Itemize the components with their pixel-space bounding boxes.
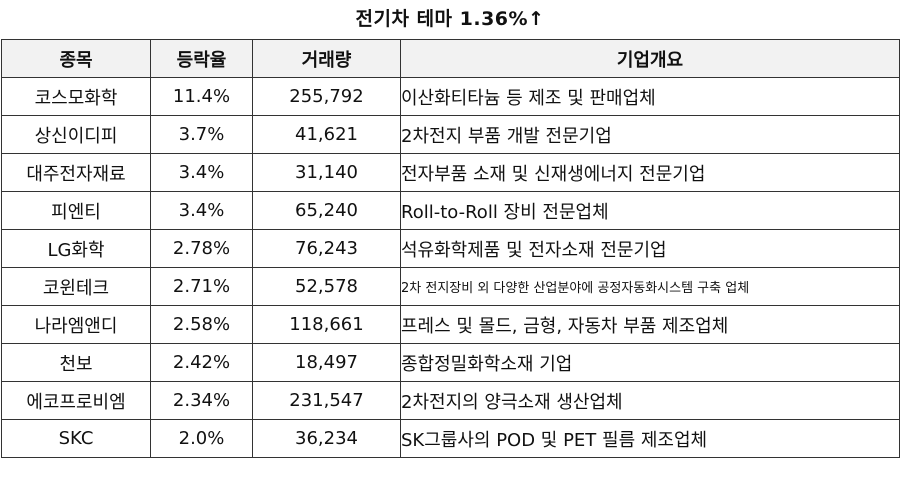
stock-name: 대주전자재료 <box>1 153 151 192</box>
company-description: 종합정밀화학소재 기업 <box>400 343 900 382</box>
column-header-name: 종목 <box>1 39 151 78</box>
stock-name: 상신이디피 <box>1 115 151 154</box>
change-rate: 11.4% <box>150 77 253 116</box>
column-header-volume: 거래량 <box>252 39 401 78</box>
trade-volume: 36,234 <box>252 419 401 458</box>
table-row: 피엔티 3.4% 65,240 Roll-to-Roll 장비 전문업체 <box>1 191 900 230</box>
stock-name: 코스모화학 <box>1 77 151 116</box>
table-row: 대주전자재료 3.4% 31,140 전자부품 소재 및 신재생에너지 전문기업 <box>1 153 900 192</box>
column-header-rate: 등락율 <box>150 39 253 78</box>
trade-volume: 52,578 <box>252 267 401 306</box>
trade-volume: 31,140 <box>252 153 401 192</box>
company-description: 2차전지의 양극소재 생산업체 <box>400 381 900 420</box>
stock-name: 천보 <box>1 343 151 382</box>
company-description: 석유화학제품 및 전자소재 전문기업 <box>400 229 900 268</box>
change-rate: 2.78% <box>150 229 253 268</box>
company-description: Roll-to-Roll 장비 전문업체 <box>400 191 900 230</box>
table-row: 상신이디피 3.7% 41,621 2차전지 부품 개발 전문기업 <box>1 115 900 154</box>
company-description: 이산화티타늄 등 제조 및 판매업체 <box>400 77 900 116</box>
stock-name: 피엔티 <box>1 191 151 230</box>
trade-volume: 255,792 <box>252 77 401 116</box>
table-row: 천보 2.42% 18,497 종합정밀화학소재 기업 <box>1 343 900 382</box>
stock-name: LG화학 <box>1 229 151 268</box>
table-row: 나라엠앤디 2.58% 118,661 프레스 및 몰드, 금형, 자동차 부품… <box>1 305 900 344</box>
stock-name: SKC <box>1 419 151 458</box>
trade-volume: 76,243 <box>252 229 401 268</box>
company-description: 2차전지 부품 개발 전문기업 <box>400 115 900 154</box>
company-description: SK그룹사의 POD 및 PET 필름 제조업체 <box>400 419 900 458</box>
company-description: 프레스 및 몰드, 금형, 자동차 부품 제조업체 <box>400 305 900 344</box>
trade-volume: 231,547 <box>252 381 401 420</box>
column-header-description: 기업개요 <box>400 39 900 78</box>
page-title: 전기차 테마 1.36%↑ <box>355 8 545 30</box>
table-row: 에코프로비엠 2.34% 231,547 2차전지의 양극소재 생산업체 <box>1 381 900 420</box>
trade-volume: 118,661 <box>252 305 401 344</box>
stock-name: 나라엠앤디 <box>1 305 151 344</box>
stock-table: 종목 등락율 거래량 기업개요 코스모화학 11.4% 255,792 이산화티… <box>1 39 900 458</box>
table-row: LG화학 2.78% 76,243 석유화학제품 및 전자소재 전문기업 <box>1 229 900 268</box>
change-rate: 3.4% <box>150 191 253 230</box>
change-rate: 2.34% <box>150 381 253 420</box>
trade-volume: 65,240 <box>252 191 401 230</box>
change-rate: 2.0% <box>150 419 253 458</box>
table-row: 코윈테크 2.71% 52,578 2차 전지장비 외 다양한 산업분야에 공정… <box>1 267 900 306</box>
trade-volume: 41,621 <box>252 115 401 154</box>
stock-name: 에코프로비엠 <box>1 381 151 420</box>
stock-name: 코윈테크 <box>1 267 151 306</box>
change-rate: 2.71% <box>150 267 253 306</box>
company-description: 2차 전지장비 외 다양한 산업분야에 공정자동화시스템 구축 업체 <box>400 267 900 306</box>
change-rate: 2.42% <box>150 343 253 382</box>
change-rate: 2.58% <box>150 305 253 344</box>
company-description: 전자부품 소재 및 신재생에너지 전문기업 <box>400 153 900 192</box>
table-row: SKC 2.0% 36,234 SK그룹사의 POD 및 PET 필름 제조업체 <box>1 419 900 458</box>
change-rate: 3.4% <box>150 153 253 192</box>
change-rate: 3.7% <box>150 115 253 154</box>
table-header-row: 종목 등락율 거래량 기업개요 <box>1 39 900 78</box>
table-row: 코스모화학 11.4% 255,792 이산화티타늄 등 제조 및 판매업체 <box>1 77 900 116</box>
trade-volume: 18,497 <box>252 343 401 382</box>
